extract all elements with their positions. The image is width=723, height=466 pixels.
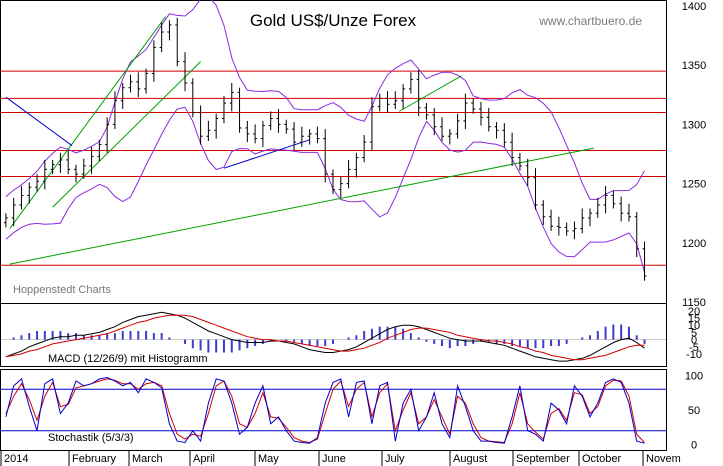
y-tick-label: -10 — [686, 349, 702, 361]
y-tick-label: 100 — [685, 370, 703, 382]
stochastic-series — [1, 376, 666, 444]
y-tick-label: 1400 — [682, 1, 706, 13]
trendline — [398, 75, 462, 112]
macd-label: MACD (12/26/9) mit Histogramm — [48, 353, 208, 365]
x-tick-label: March — [132, 453, 163, 465]
trendline — [52, 61, 201, 208]
trendline — [9, 16, 166, 229]
trendline — [5, 96, 73, 147]
watermark: www.chartbuero.de — [538, 14, 642, 28]
y-tick-label: 5 — [691, 327, 697, 339]
y-tick-label: 1250 — [682, 179, 706, 191]
x-tick-label: June — [322, 453, 346, 465]
x-tick-label: Novem — [646, 453, 681, 465]
macd-series — [1, 311, 666, 362]
x-tick-labels: 2014 February March April May June July August S… — [0, 450, 681, 466]
y-tick-label: 1300 — [682, 119, 706, 131]
stochastic-k-line — [5, 376, 645, 444]
y-tick-label: 50 — [688, 405, 700, 417]
macd-line — [5, 311, 645, 362]
price-bars — [3, 17, 647, 281]
chart-title: Gold US$/Unze Forex — [250, 11, 417, 30]
price-panel-frame — [0, 0, 667, 304]
y-tick-label: 1350 — [682, 60, 706, 72]
credit-label: Hoppenstedt Charts — [13, 284, 111, 296]
x-tick-label: May — [258, 453, 279, 465]
x-tick-label: April — [193, 453, 215, 465]
trendline — [223, 139, 310, 169]
x-tick-label: February — [72, 453, 117, 465]
stochastic-panel-frame — [0, 369, 667, 451]
x-tick-label: October — [582, 453, 621, 465]
y-tick-label: 10 — [688, 320, 700, 332]
bollinger-upper-line — [5, 0, 645, 200]
y-tick-label: -5 — [689, 342, 699, 354]
y-tick-label: 1150 — [682, 297, 706, 309]
x-tick-label: 2014 — [4, 453, 28, 465]
trendline — [9, 147, 595, 265]
y-tick-labels: 14001350130012501200115020151050-5-10100… — [682, 1, 706, 452]
x-tick-label: July — [385, 453, 405, 465]
stochastic-label: Stochastik (5/3/3) — [48, 432, 134, 444]
y-tick-label: 15 — [688, 313, 700, 325]
x-tick-label: September — [516, 453, 570, 465]
macd-signal-line — [5, 314, 645, 361]
y-tick-label: 0 — [691, 335, 697, 347]
x-tick-label: August — [453, 453, 487, 465]
y-tick-label: 1200 — [682, 238, 706, 250]
y-tick-label: 0 — [691, 440, 697, 452]
y-tick-label: 20 — [688, 306, 700, 318]
trendlines — [5, 16, 595, 265]
